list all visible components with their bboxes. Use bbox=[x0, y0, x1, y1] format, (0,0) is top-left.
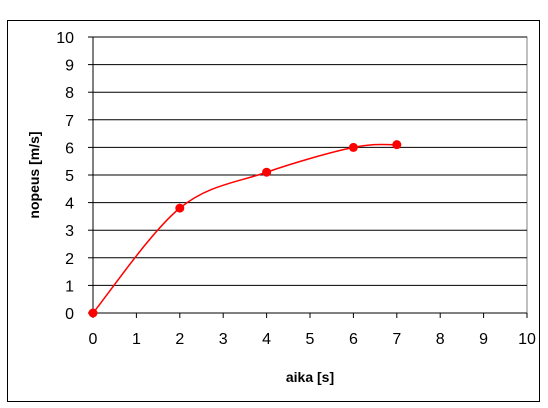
x-axis-title: aika [s] bbox=[286, 369, 334, 385]
data-point-2 bbox=[262, 167, 272, 177]
y-tick-label-10: 10 bbox=[56, 30, 74, 47]
data-point-3 bbox=[348, 142, 358, 152]
y-tick-label-3: 3 bbox=[65, 223, 74, 240]
tick-labels: 0 1 2 3 4 5 6 7 8 9 10 0 1 2 3 4 5 6 7 8 9 10 bbox=[56, 30, 536, 348]
y-tick-label-9: 9 bbox=[65, 58, 74, 75]
x-tick-label-1: 1 bbox=[132, 331, 141, 348]
x-tick-label-2: 2 bbox=[175, 331, 184, 348]
y-tick-label-2: 2 bbox=[65, 251, 74, 268]
y-tick-label-8: 8 bbox=[65, 85, 74, 102]
y-axis-title: nopeus [m/s] bbox=[26, 131, 42, 218]
x-tick-label-8: 8 bbox=[436, 331, 445, 348]
x-tick-label-5: 5 bbox=[306, 331, 315, 348]
x-tick-label-0: 0 bbox=[89, 331, 98, 348]
x-tick-label-6: 6 bbox=[349, 331, 358, 348]
y-tick-label-7: 7 bbox=[65, 113, 74, 130]
y-tick-label-4: 4 bbox=[65, 196, 74, 213]
axes bbox=[88, 36, 528, 318]
y-tick-label-6: 6 bbox=[65, 140, 74, 157]
y-tick-label-1: 1 bbox=[65, 278, 74, 295]
data-series bbox=[88, 140, 402, 318]
x-tick-label-4: 4 bbox=[262, 331, 271, 348]
x-tick-label-9: 9 bbox=[479, 331, 488, 348]
y-tick-label-5: 5 bbox=[65, 168, 74, 185]
y-tick-label-0: 0 bbox=[65, 306, 74, 323]
x-tick-label-3: 3 bbox=[219, 331, 228, 348]
data-point-4 bbox=[392, 140, 402, 150]
data-point-0 bbox=[88, 308, 98, 318]
series-line bbox=[92, 143, 397, 314]
x-tick-label-7: 7 bbox=[392, 331, 401, 348]
grid-lines bbox=[93, 36, 527, 286]
x-tick-label-10: 10 bbox=[518, 331, 536, 348]
data-point-1 bbox=[175, 203, 185, 213]
